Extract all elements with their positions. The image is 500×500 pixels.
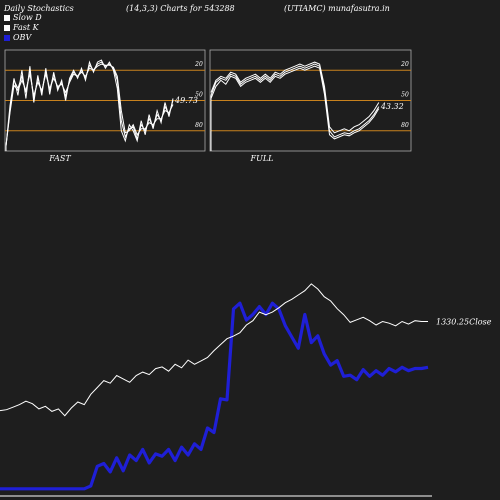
legend: Slow D Fast K OBV [4, 13, 42, 43]
fast-series-line-1 [5, 59, 174, 146]
legend-item-obv: OBV [4, 33, 42, 43]
full-panel-label: FULL [250, 154, 274, 163]
legend-label-slow-d: Slow D [13, 13, 42, 22]
price-obv-panel: 1330.25Close [0, 283, 492, 497]
chart-title: Daily Stochastics [4, 4, 74, 13]
legend-item-fast-k: Fast K [4, 23, 42, 33]
full-last-value-label: 43.32 [380, 102, 404, 111]
fast-series-line-2 [5, 63, 174, 146]
obv-line [0, 301, 429, 491]
close-last-value-label: 1330.25Close [436, 318, 492, 327]
close-last-value: 1330.25 [436, 318, 469, 327]
chart-source: (UTIAMC) munafasutra.in [284, 4, 390, 13]
legend-item-slow-d: Slow D [4, 13, 42, 23]
chart-params: (14,3,3) Charts for 543288 [126, 4, 235, 13]
fast-tick-label-20: 80 [195, 122, 203, 129]
fast-panel: 80 50 20 49.73 FAST [4, 49, 206, 163]
legend-swatch-fast-k [4, 25, 10, 31]
fast-tick-label-50: 50 [195, 92, 203, 99]
fast-tick-label-80: 20 [194, 61, 203, 68]
full-series-line-1 [210, 65, 380, 140]
legend-label-obv: OBV [13, 33, 32, 42]
full-tick-label-50: 50 [401, 92, 409, 99]
full-panel: 80 50 20 43.32 FULL [209, 49, 412, 163]
fast-panel-label: FAST [48, 154, 71, 163]
full-series-line-2 [210, 61, 380, 134]
full-tick-label-80: 20 [400, 61, 409, 68]
legend-swatch-slow-d [4, 15, 10, 21]
full-series-line-0 [210, 63, 380, 138]
close-suffix: Close [469, 318, 492, 327]
legend-label-fast-k: Fast K [13, 23, 39, 32]
close-price-line [0, 283, 428, 417]
full-tick-label-20: 80 [401, 122, 409, 129]
legend-swatch-obv [4, 35, 10, 41]
fast-last-value-label: 49.73 [174, 96, 198, 105]
